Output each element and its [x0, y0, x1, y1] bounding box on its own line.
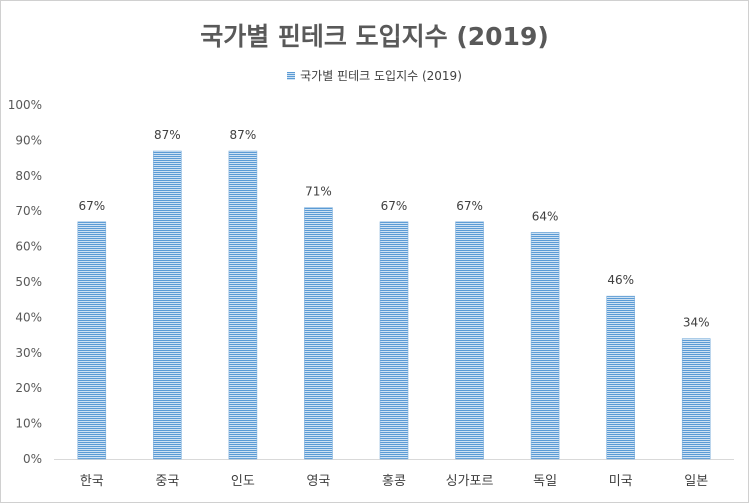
- category-label: 영국: [306, 474, 330, 489]
- legend: 국가별 핀테크 도입지수 (2019): [0, 67, 749, 84]
- data-label: 87%: [154, 128, 181, 142]
- bar: [681, 338, 711, 460]
- category-label: 홍콩: [382, 474, 406, 489]
- category-label: 독일: [533, 474, 557, 489]
- data-label: 71%: [305, 185, 332, 199]
- bar: [228, 150, 258, 460]
- chart-title: 국가별 핀테크 도입지수 (2019): [200, 22, 549, 51]
- data-label: 34%: [683, 316, 710, 330]
- y-tick-label: 100%: [8, 98, 42, 112]
- y-tick-label: 70%: [15, 204, 42, 218]
- bar: [530, 232, 560, 460]
- category-label: 인도: [231, 474, 255, 489]
- category-label: 중국: [155, 474, 179, 489]
- bar: [606, 295, 635, 460]
- y-tick-label: 10%: [15, 417, 42, 431]
- category-label: 한국: [80, 474, 104, 489]
- legend-swatch: [287, 72, 296, 80]
- y-tick-label: 20%: [15, 381, 42, 395]
- bar: [455, 221, 484, 460]
- category-label: 일본: [684, 474, 708, 489]
- data-label: 87%: [230, 128, 257, 142]
- y-tick-label: 90%: [15, 133, 42, 147]
- data-label: 67%: [456, 199, 483, 213]
- y-tick-label: 30%: [15, 346, 42, 360]
- y-tick-label: 80%: [15, 169, 42, 183]
- data-label: 46%: [607, 273, 634, 287]
- data-label: 67%: [381, 199, 408, 213]
- y-tick-label: 0%: [23, 452, 42, 466]
- category-label: 싱가포르: [446, 474, 494, 489]
- bar: [77, 221, 107, 460]
- bar: [153, 150, 182, 460]
- data-label: 64%: [532, 209, 559, 223]
- y-tick-label: 60%: [15, 240, 42, 254]
- data-label: 67%: [78, 199, 105, 213]
- bar: [379, 221, 409, 460]
- legend-label: 국가별 핀테크 도입지수 (2019): [300, 69, 462, 83]
- bar: [304, 207, 333, 460]
- category-label: 미국: [609, 474, 633, 489]
- y-tick-label: 50%: [15, 275, 42, 289]
- y-tick-label: 40%: [15, 310, 42, 324]
